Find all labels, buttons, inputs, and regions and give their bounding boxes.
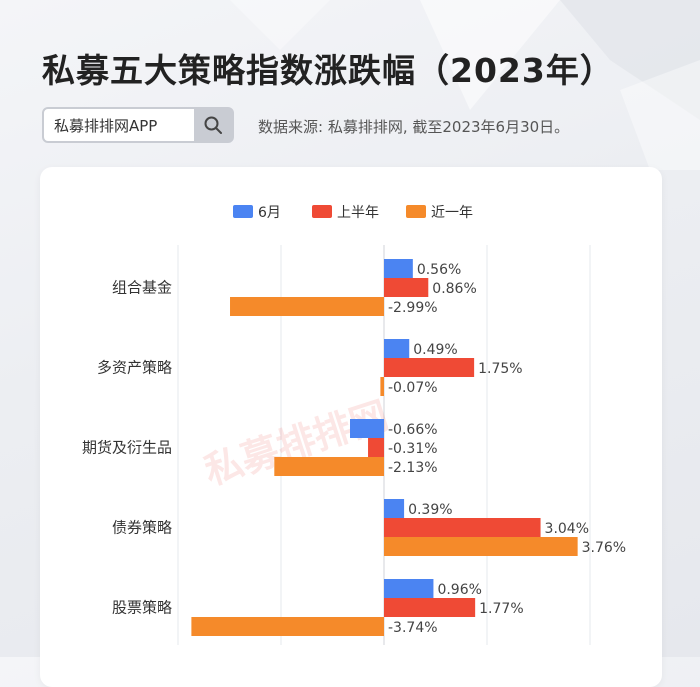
bar [274,457,384,476]
bar [384,259,413,278]
data-label: -0.07% [388,380,438,396]
bar [384,537,578,556]
data-label: -0.31% [388,441,438,457]
data-label: 1.77% [479,601,523,617]
data-label: 0.86% [432,281,476,297]
search-box[interactable]: 私募排排网APP [42,107,234,143]
bar-chart: 私募排排网 6月 上半年 近一年 组合基金 0.56% 0.86% -2.99% 多资产策略… [82,205,626,645]
category-label: 多资产策略 [97,359,172,377]
search-query-text: 私募排排网APP [54,116,158,135]
watermark-layer: 私募排排网 [199,393,393,494]
bar [230,297,384,316]
watermark-text: 私募排排网 [199,393,393,494]
data-label: 0.39% [408,502,452,518]
data-label: 1.75% [478,361,522,377]
category-label: 债券策略 [112,519,172,537]
legend-swatch [312,205,332,218]
data-label: 3.04% [545,521,589,537]
legend-swatch [233,205,253,218]
bar [384,339,410,358]
legend-label: 上半年 [337,205,379,221]
bar [380,377,384,396]
page-title: 私募五大策略指数涨跌幅（2023年） [42,51,614,90]
category-label: 股票策略 [112,599,172,617]
category-label: 组合基金 [112,279,172,297]
bar-layer [191,259,578,636]
bar [191,617,384,636]
legend-label: 近一年 [431,205,473,221]
bar [384,579,434,598]
legend-label: 6月 [258,205,281,221]
data-label: -2.99% [388,300,438,316]
data-label: 0.96% [437,582,481,598]
data-label: 3.76% [582,540,626,556]
bar [350,419,384,438]
bar [368,438,384,457]
chart-card: 私募排排网 6月 上半年 近一年 组合基金 0.56% 0.86% -2.99% 多资产策略… [40,167,662,687]
bar [384,278,429,297]
search-icon [204,116,222,134]
bar [384,598,476,617]
data-source-note: 数据来源: 私募排排网, 截至2023年6月30日。 [258,118,570,136]
bar [384,499,405,518]
chart-legend: 6月 上半年 近一年 [233,205,473,221]
bar [384,358,475,377]
category-label: 期货及衍生品 [82,439,172,457]
data-label: 0.56% [417,262,461,278]
bar [384,518,541,537]
label-layer: 组合基金 0.56% 0.86% -2.99% 多资产策略 0.49% 1.75% -0.07… [82,262,626,636]
search-button[interactable] [194,109,232,141]
data-label: 0.49% [413,342,457,358]
data-label: -3.74% [388,620,438,636]
legend-swatch [406,205,426,218]
data-label: -2.13% [388,460,438,476]
data-label: -0.66% [388,422,438,438]
background-decoration [230,0,700,170]
